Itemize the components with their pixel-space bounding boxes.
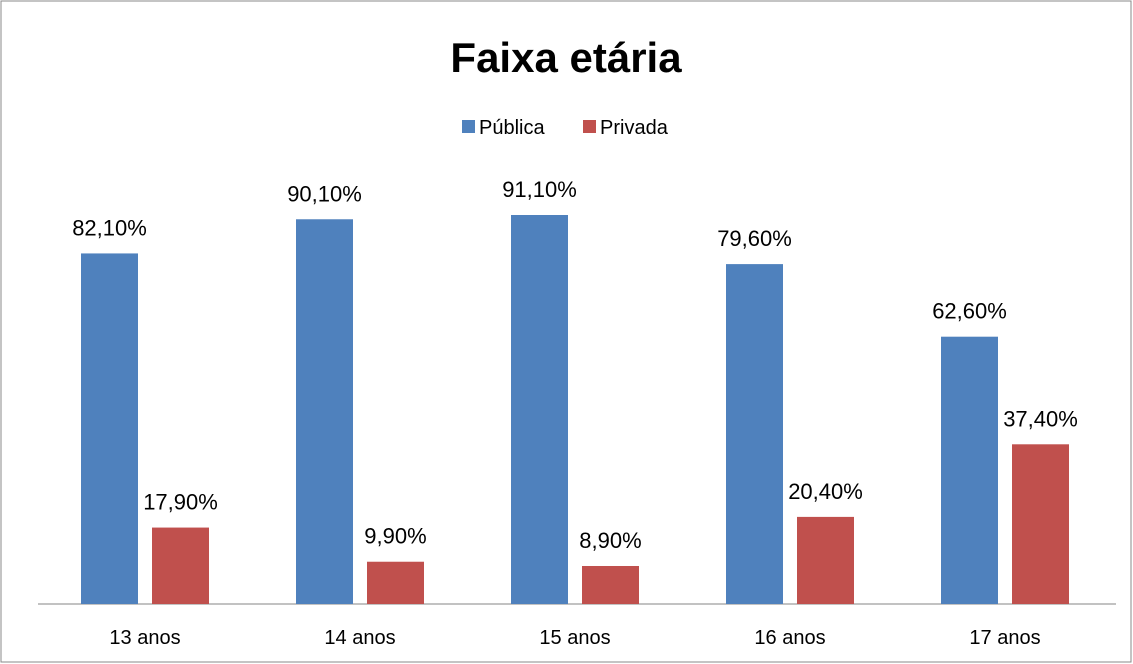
x-tick-label: 13 anos <box>109 627 180 649</box>
bar <box>367 561 424 604</box>
bar <box>296 219 353 605</box>
bar <box>726 264 783 604</box>
data-label: 17,90% <box>143 490 218 515</box>
data-label: 20,40% <box>788 479 863 504</box>
data-label: 90,10% <box>287 181 362 206</box>
data-label: 9,90% <box>364 524 426 549</box>
x-tick-label: 15 anos <box>539 627 610 649</box>
data-label: 82,10% <box>72 215 147 240</box>
legend-swatch <box>583 120 596 133</box>
bar <box>81 253 138 604</box>
data-label: 8,90% <box>579 528 641 553</box>
legend-label: Privada <box>600 117 669 139</box>
x-tick-label: 14 anos <box>324 627 395 649</box>
x-tick-label: 16 anos <box>754 627 825 649</box>
chart-title: Faixa etária <box>450 34 682 81</box>
bar <box>511 215 568 604</box>
bar <box>152 527 209 604</box>
data-label: 37,40% <box>1003 406 1078 431</box>
bar <box>582 565 639 604</box>
data-label: 62,60% <box>932 299 1007 324</box>
x-tick-label: 17 anos <box>969 627 1040 649</box>
data-label: 91,10% <box>502 177 577 202</box>
data-label: 79,60% <box>717 226 792 251</box>
bar <box>1012 444 1069 604</box>
legend-label: Pública <box>479 117 545 139</box>
bar <box>797 516 854 604</box>
legend-swatch <box>462 120 475 133</box>
bar <box>941 336 998 604</box>
